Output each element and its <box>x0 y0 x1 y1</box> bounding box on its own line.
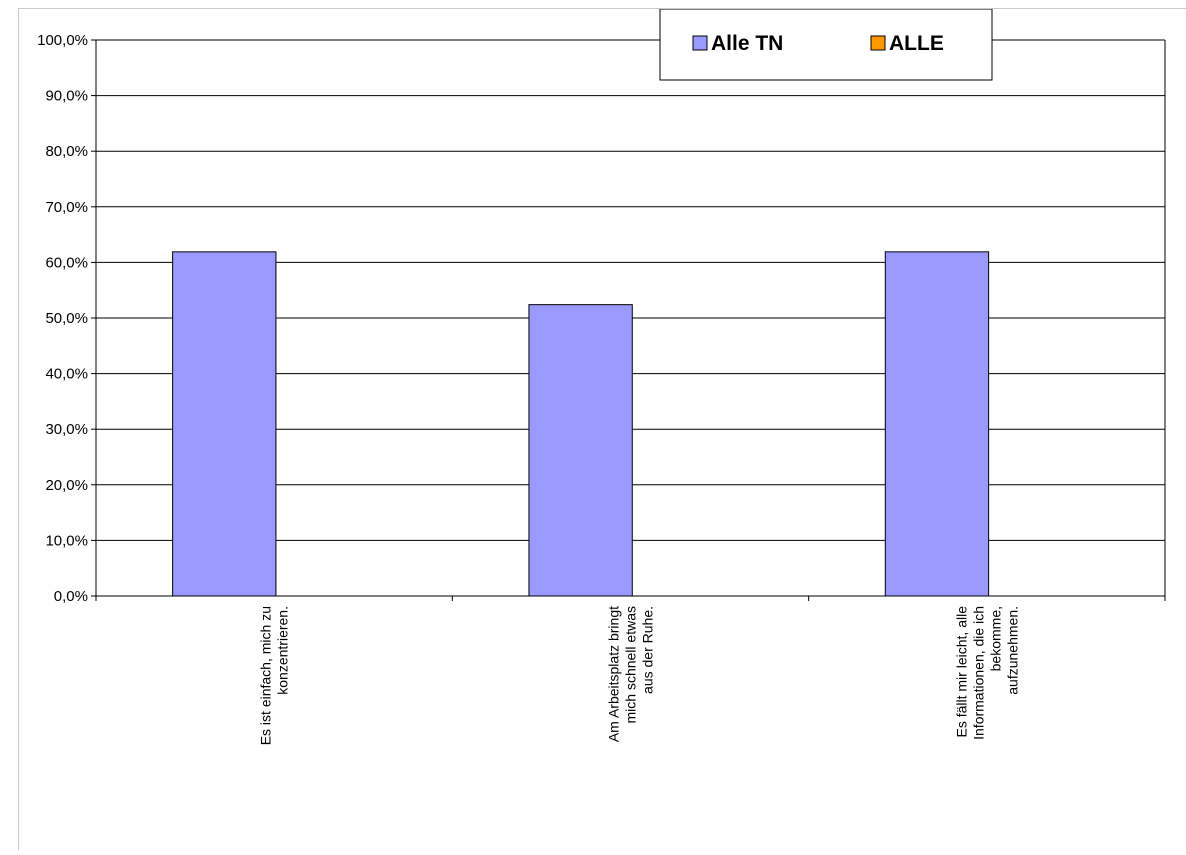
legend-swatch-alle-tn <box>692 35 708 51</box>
y-tick-label: 40,0% <box>45 366 88 383</box>
bar-1-alle-tn <box>172 251 277 597</box>
x-label-line: Es fällt mir leicht, alle <box>953 606 969 738</box>
x-label-line: Informationen, die ich <box>970 606 986 740</box>
axes <box>91 39 1166 601</box>
x-label-line: Am Arbeitsplatz bringt <box>606 606 622 742</box>
y-tick-label: 60,0% <box>45 254 88 271</box>
x-category-label-2: Am Arbeitsplatz bringt mich schnell etwas… <box>606 606 656 742</box>
x-label-line: bekomme, <box>987 606 1003 671</box>
y-tick-label: 100,0% <box>37 32 88 49</box>
x-category-label-1: Es ist einfach, mich zu konzentrieren. <box>258 606 291 745</box>
legend-box <box>659 8 993 81</box>
bar-2-alle-tn <box>528 304 633 597</box>
bars <box>172 251 990 597</box>
x-category-labels: Es ist einfach, mich zu konzentrieren. Am … <box>258 606 1021 745</box>
x-label-line: Es ist einfach, mich zu <box>258 606 274 745</box>
y-tick-label: 90,0% <box>45 88 88 105</box>
bar-3-alle-tn <box>884 251 990 597</box>
legend-swatch-alle <box>870 35 886 51</box>
x-label-line: aus der Ruhe. <box>640 606 656 694</box>
y-tick-label: 50,0% <box>45 310 88 327</box>
x-label-line: konzentrieren. <box>275 606 291 695</box>
x-label-line: aufzunehmen. <box>1004 606 1020 695</box>
frame-left-border <box>18 8 19 850</box>
y-tick-label: 80,0% <box>45 143 88 160</box>
legend: Alle TN ALLE <box>659 8 993 81</box>
y-tick-labels: 0,0% 10,0% 20,0% 30,0% 40,0% 50,0% 60,0% 70,0% 8… <box>37 32 88 605</box>
y-tick-label: 10,0% <box>45 532 88 549</box>
y-tick-label: 20,0% <box>45 477 88 494</box>
x-category-label-3: Es fällt mir leicht, alle Informationen, … <box>953 606 1020 740</box>
y-tick-label: 70,0% <box>45 199 88 216</box>
frame-top-border <box>18 8 1186 9</box>
x-label-line: mich schnell etwas <box>623 606 639 724</box>
legend-label-alle: ALLE <box>889 32 944 55</box>
legend-label-alle-tn: Alle TN <box>711 32 783 55</box>
y-tick-label: 30,0% <box>45 421 88 438</box>
y-tick-label: 0,0% <box>54 588 88 605</box>
